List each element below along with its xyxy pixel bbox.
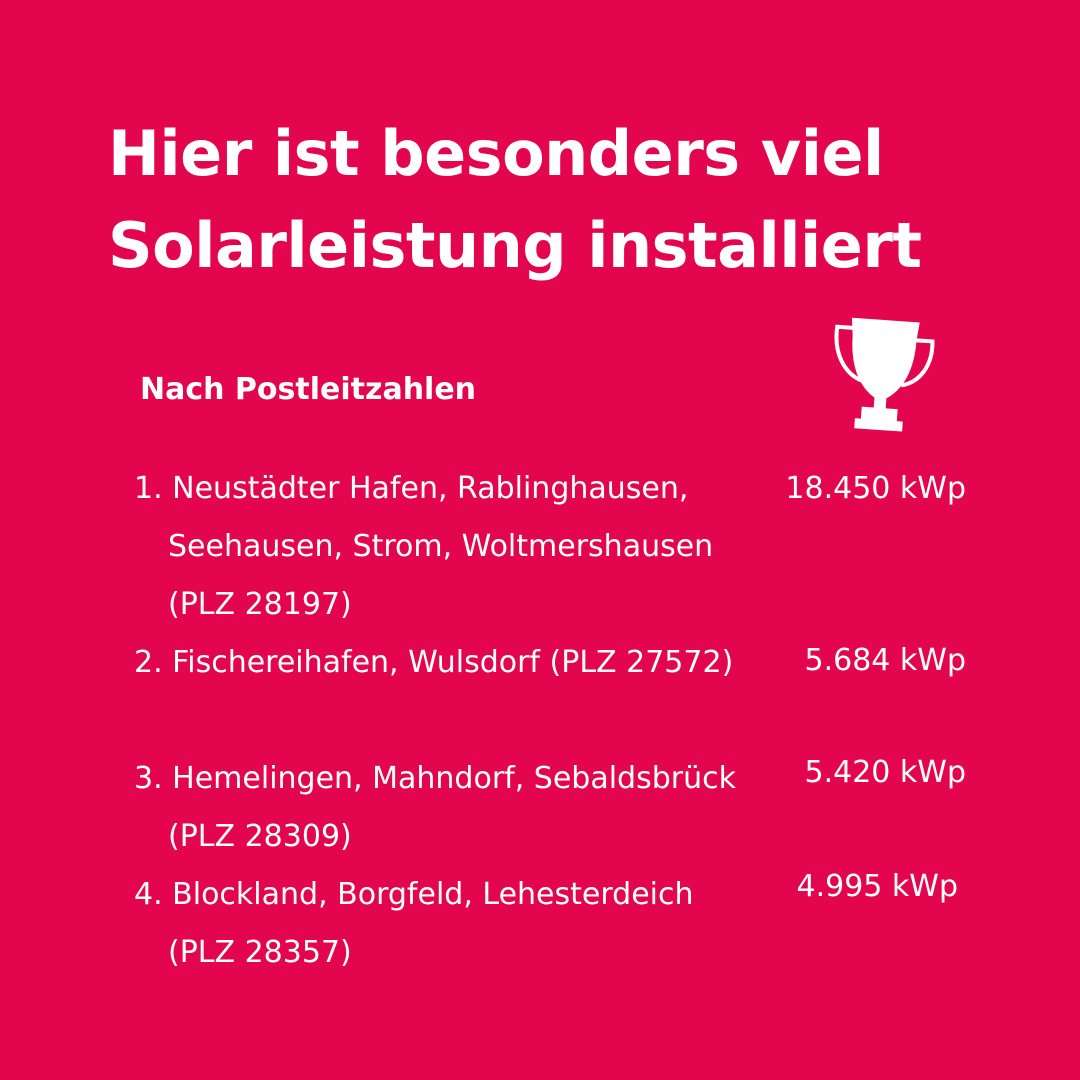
item-value: 4.995 kWp: [796, 869, 959, 904]
list-item: 1. Neustädter Hafen, Rablinghausen, Seeh…: [134, 460, 974, 634]
item-label: 1. Neustädter Hafen, Rablinghausen, Seeh…: [134, 471, 714, 622]
subtitle: Nach Postleitzahlen: [140, 372, 477, 407]
page-title: Hier ist besonders viel Solarleistung ins…: [108, 108, 922, 292]
item-value: 5.684 kWp: [804, 643, 967, 678]
ranking-list: 1. Neustädter Hafen, Rablinghausen, Seeh…: [134, 460, 974, 982]
title-line-2: Solarleistung installiert: [108, 209, 922, 282]
item-label: 4. Blockland, Borgfeld, Lehesterdeich (P…: [134, 877, 694, 970]
list-item: 2. Fischereihafen, Wulsdorf (PLZ 27572) …: [134, 634, 974, 750]
item-value: 5.420 kWp: [804, 755, 967, 790]
list-item: 4. Blockland, Borgfeld, Lehesterdeich (P…: [134, 866, 974, 982]
title-line-1: Hier ist besonders viel: [108, 117, 884, 190]
item-label: 2. Fischereihafen, Wulsdorf (PLZ 27572): [134, 645, 734, 680]
list-item: 3. Hemelingen, Mahndorf, Sebaldsbrück (P…: [134, 750, 974, 866]
trophy-icon: [834, 317, 935, 432]
item-value: 18.450 kWp: [785, 471, 966, 506]
item-label: 3. Hemelingen, Mahndorf, Sebaldsbrück (P…: [134, 761, 736, 854]
